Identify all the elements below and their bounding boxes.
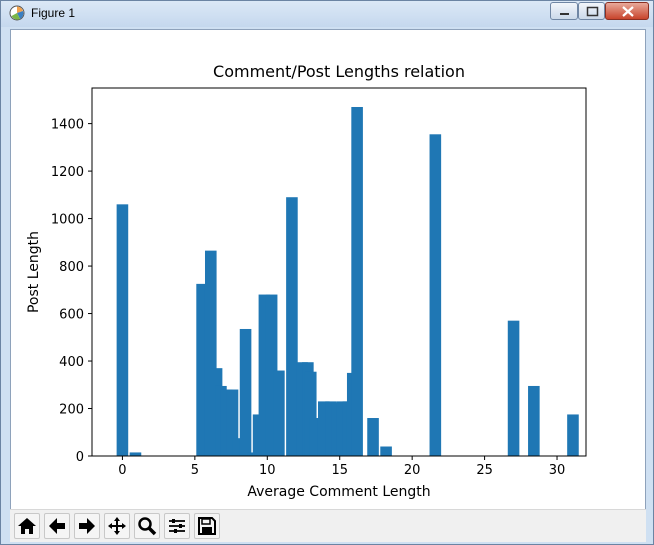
bar-28	[380, 446, 392, 456]
chart-title: Comment/Post Lengths relation	[213, 62, 465, 81]
x-tick-label: 10	[259, 463, 276, 478]
back-button[interactable]	[44, 513, 70, 539]
axes-frame	[91, 87, 587, 457]
close-button[interactable]	[605, 2, 649, 20]
window-title: Figure 1	[31, 6, 76, 20]
bar-14	[273, 370, 285, 456]
navigation-toolbar	[10, 509, 646, 542]
bar-12	[258, 294, 271, 456]
y-axis-label: Post Length	[26, 231, 42, 313]
bar-31	[528, 385, 540, 456]
home-icon	[18, 518, 36, 534]
matplotlib-app-icon	[9, 5, 25, 21]
y-tick-label: 1200	[51, 165, 84, 180]
y-tick-label: 0	[76, 450, 84, 465]
zoom-icon	[138, 517, 157, 536]
save-button[interactable]	[194, 513, 220, 539]
pan-button[interactable]	[104, 513, 130, 539]
configure-subplots-button[interactable]	[164, 513, 190, 539]
x-axis-label: Average Comment Length	[247, 484, 430, 500]
bar-0	[116, 204, 129, 456]
pan-icon	[108, 517, 126, 535]
bar-2	[196, 283, 208, 456]
bar-1	[129, 452, 142, 456]
bar-7	[226, 389, 239, 456]
forward-button[interactable]	[74, 513, 100, 539]
x-tick-label: 5	[191, 463, 199, 478]
bar-8	[232, 438, 245, 456]
y-tick-label: 1000	[51, 213, 84, 228]
home-button[interactable]	[14, 513, 40, 539]
x-tick-label: 30	[549, 463, 566, 478]
bars-group	[116, 106, 579, 457]
x-tick-label: 20	[404, 463, 421, 478]
bar-19	[309, 418, 321, 456]
bar-9	[239, 328, 252, 456]
bar-32	[567, 414, 579, 456]
bar-27	[367, 418, 379, 456]
y-tick-label: 1400	[51, 118, 84, 133]
save-icon	[198, 517, 216, 535]
y-tick-label: 400	[59, 355, 84, 370]
y-tick-label: 200	[59, 403, 84, 418]
bar-30	[507, 320, 520, 456]
bar-29	[429, 134, 442, 457]
y-tick-label: 600	[59, 308, 84, 323]
back-icon	[49, 518, 65, 534]
ticks-group: 0 5 10 15 20 25 30 0 200 400 600 800 1000 1200 1400	[51, 118, 565, 478]
bar-18	[304, 371, 317, 456]
minimize-button[interactable]	[550, 2, 578, 20]
bar-3	[204, 250, 217, 456]
zoom-button[interactable]	[134, 513, 160, 539]
bar-13	[265, 294, 278, 456]
maximize-button[interactable]	[578, 2, 605, 20]
x-tick-label: 25	[476, 463, 493, 478]
y-tick-label: 800	[59, 260, 84, 275]
x-tick-label: 0	[118, 463, 126, 478]
bar-chart: Comment/Post Lengths relation 0 5 10 15 20 25…	[26, 62, 587, 500]
forward-icon	[79, 518, 95, 534]
bar-26	[351, 106, 363, 457]
x-tick-label: 15	[331, 463, 348, 478]
bar-20	[317, 401, 330, 456]
configure-subplots-icon	[169, 519, 185, 533]
bar-15	[286, 197, 298, 457]
title-bar[interactable]: Figure 1	[1, 1, 653, 27]
